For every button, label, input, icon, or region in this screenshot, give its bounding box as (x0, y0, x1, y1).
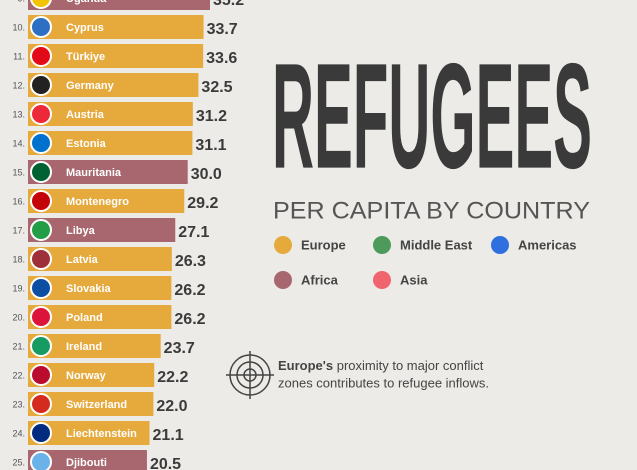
chart-title: REFUGEES (272, 32, 592, 200)
bar (28, 15, 204, 39)
flag (30, 335, 52, 357)
value-label: 33.7 (207, 21, 238, 38)
flag (30, 422, 52, 444)
annotation-line: Europe's proximity to major conflict (278, 358, 484, 373)
legend-label: Americas (518, 237, 577, 252)
rank-label: 13. (12, 109, 25, 119)
value-label: 20.5 (150, 456, 181, 470)
country-label: Mauritania (66, 167, 122, 179)
flag (30, 364, 52, 386)
country-label: Norway (66, 370, 107, 382)
flag (30, 132, 52, 154)
rank-label: 18. (12, 254, 25, 264)
flag (30, 16, 52, 38)
flag (30, 45, 52, 67)
flag (30, 219, 52, 241)
value-label: 35.2 (213, 0, 244, 9)
flag (30, 0, 52, 9)
annotation-icon (226, 351, 274, 399)
rank-label: 11. (13, 51, 25, 61)
legend-swatch (274, 271, 292, 289)
value-label: 22.0 (156, 398, 187, 415)
flag (30, 248, 52, 270)
value-label: 21.1 (153, 427, 184, 444)
rank-label: 25. (12, 457, 25, 467)
flag (30, 306, 52, 328)
bar (28, 189, 185, 213)
legend-label: Middle East (400, 237, 473, 252)
country-label: Poland (66, 312, 103, 324)
flag (30, 103, 52, 125)
value-label: 33.6 (206, 50, 237, 67)
legend-label: Europe (301, 237, 346, 252)
flag (30, 74, 52, 96)
country-label: Djibouti (66, 457, 107, 469)
rank-label: 22. (12, 370, 25, 380)
rank-label: 9. (17, 0, 25, 3)
rank-label: 12. (12, 80, 25, 90)
rank-label: 15. (12, 167, 25, 177)
legend-label: Africa (301, 272, 339, 287)
rank-label: 17. (12, 225, 25, 235)
value-label: 26.2 (174, 311, 205, 328)
country-label: Libya (66, 225, 96, 237)
chart-subtitle: PER CAPITA BY COUNTRY (273, 197, 590, 224)
annotation-emphasis: Europe's (278, 358, 333, 373)
value-label: 23.7 (164, 340, 195, 357)
value-label: 26.2 (174, 282, 205, 299)
rank-label: 20. (12, 312, 25, 322)
legend-label: Asia (400, 272, 428, 287)
rank-label: 23. (12, 399, 25, 409)
legend-swatch (373, 236, 391, 254)
country-label: Uganda (66, 0, 107, 5)
legend-swatch (373, 271, 391, 289)
country-label: Germany (66, 80, 115, 92)
rank-label: 19. (12, 283, 25, 293)
bar (28, 450, 147, 470)
value-label: 22.2 (157, 369, 188, 386)
legend-swatch (274, 236, 292, 254)
value-label: 26.3 (175, 253, 206, 270)
flag (30, 393, 52, 415)
bar (28, 0, 211, 10)
annotation-text: proximity to major conflict (337, 358, 484, 373)
rank-label: 16. (12, 196, 25, 206)
country-label: Liechtenstein (66, 428, 137, 440)
bar (28, 160, 188, 184)
country-label: Slovakia (66, 283, 112, 295)
flag (30, 451, 52, 470)
value-label: 32.5 (201, 79, 232, 96)
country-label: Estonia (66, 138, 107, 150)
value-label: 27.1 (178, 224, 209, 241)
bar (28, 131, 193, 155)
country-label: Türkiye (66, 51, 105, 63)
annotation-line: zones contributes to refugee inflows. (278, 375, 489, 390)
country-label: Cyprus (66, 22, 104, 34)
rank-label: 24. (12, 428, 25, 438)
value-label: 31.1 (195, 137, 226, 154)
flag (30, 161, 52, 183)
value-label: 29.2 (187, 195, 218, 212)
legend-swatch (491, 236, 509, 254)
country-label: Montenegro (66, 196, 129, 208)
bar (28, 102, 193, 126)
country-label: Austria (66, 109, 105, 121)
bar (28, 44, 204, 68)
country-label: Latvia (66, 254, 99, 266)
value-label: 30.0 (191, 166, 222, 183)
rank-label: 14. (12, 138, 25, 148)
flag (30, 190, 52, 212)
country-label: Ireland (66, 341, 102, 353)
flag (30, 277, 52, 299)
country-label: Switzerland (66, 399, 127, 411)
rank-label: 10. (12, 22, 25, 32)
value-label: 31.2 (196, 108, 227, 125)
rank-label: 21. (12, 341, 25, 351)
bar (28, 218, 176, 242)
bar (28, 73, 199, 97)
